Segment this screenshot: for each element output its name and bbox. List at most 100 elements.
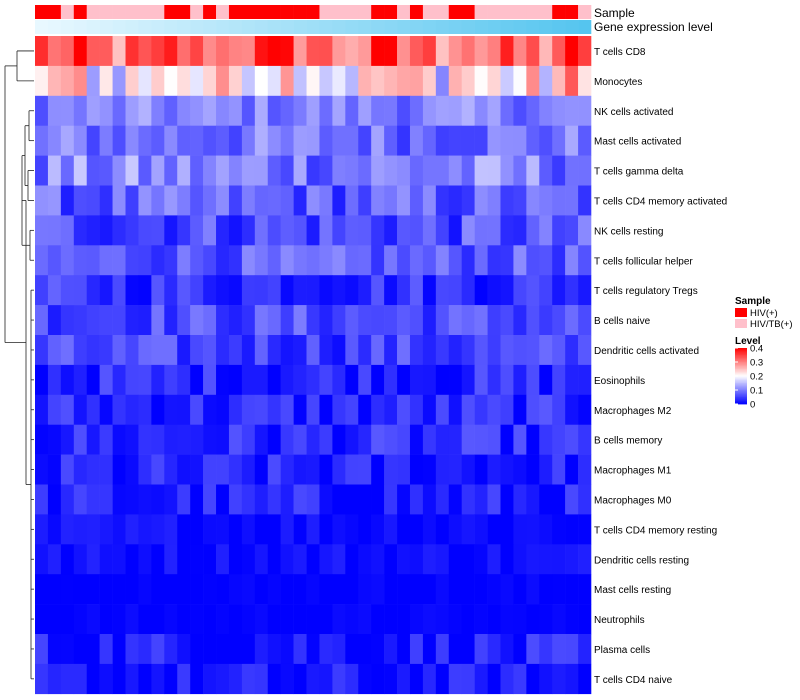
heatmap-cell — [138, 634, 152, 665]
heatmap-cell — [578, 484, 592, 515]
heatmap-cell — [526, 634, 540, 665]
heatmap-cell — [267, 185, 281, 216]
heatmap-cell — [241, 394, 256, 425]
heatmap-cell — [487, 185, 501, 216]
row-label: Macrophages M0 — [594, 495, 672, 506]
heatmap-cell — [254, 484, 269, 515]
heatmap-cell — [254, 634, 269, 665]
heatmap-cell — [112, 364, 126, 396]
heatmap-cell — [513, 335, 527, 366]
heatmap-cell — [552, 335, 566, 366]
colorbar-step — [735, 370, 747, 373]
heatmap-cell — [293, 275, 307, 306]
heatmap-cell — [422, 36, 437, 67]
heatmap-cell — [73, 185, 88, 216]
heatmap-cell — [203, 424, 217, 455]
heatmap-cell — [306, 36, 320, 67]
heatmap-cell — [461, 275, 475, 306]
heatmap-cell — [552, 604, 566, 635]
heatmap-cell — [487, 514, 501, 545]
heatmap-cell — [177, 245, 191, 276]
heatmap-cell — [112, 36, 126, 67]
colorbar-step — [735, 362, 747, 364]
heatmap-cell — [151, 514, 165, 545]
heatmap-cell — [293, 634, 307, 665]
heatmap-cell — [151, 364, 165, 396]
sample-cell — [99, 5, 113, 19]
heatmap-cell — [86, 424, 100, 455]
heatmap-cell — [164, 484, 178, 515]
heatmap-cell — [125, 544, 139, 575]
heatmap-cell — [513, 634, 527, 665]
heatmap-cell — [47, 364, 62, 396]
heatmap-cell — [164, 394, 178, 425]
expression-cell — [565, 20, 579, 34]
heatmap-cell — [332, 65, 346, 97]
heatmap-cell — [86, 663, 100, 695]
heatmap-cell — [526, 454, 540, 485]
heatmap-cell — [228, 125, 243, 156]
expression-cell — [422, 20, 437, 34]
heatmap-cell — [241, 65, 256, 97]
heatmap-cell — [319, 65, 333, 97]
heatmap-cell — [513, 574, 527, 605]
heatmap-cell — [526, 125, 540, 156]
heatmap-cell — [280, 484, 294, 515]
heatmap-cell — [487, 155, 501, 186]
heatmap-cell — [164, 364, 178, 396]
heatmap-cell — [371, 454, 385, 485]
heatmap-cell — [435, 275, 450, 306]
sample-cell — [73, 5, 88, 19]
heatmap-cell — [60, 634, 75, 665]
heatmap-cell — [539, 514, 553, 545]
colorbar-step — [735, 364, 747, 367]
heatmap-cell — [319, 634, 333, 665]
colorbar-step — [735, 355, 747, 357]
colorbar-step — [735, 397, 747, 399]
heatmap-cell — [177, 155, 191, 186]
colorbar-step — [735, 381, 747, 384]
heatmap-cell — [35, 484, 49, 515]
heatmap-cell — [203, 364, 217, 396]
sample-cell — [565, 5, 579, 19]
heatmap-cell — [99, 514, 113, 545]
heatmap-cell — [422, 275, 437, 306]
heatmap-cell — [397, 394, 411, 425]
heatmap-cell — [293, 394, 307, 425]
heatmap-cell — [526, 514, 540, 545]
heatmap-cell — [73, 95, 88, 126]
heatmap-cell — [461, 424, 475, 455]
colorbar-step — [735, 366, 747, 368]
heatmap-cell — [487, 454, 501, 485]
heatmap-cell — [216, 604, 230, 635]
sample-cell — [422, 5, 437, 19]
heatmap-cell — [216, 663, 230, 695]
heatmap-cell — [513, 275, 527, 306]
heatmap-cell — [60, 305, 75, 336]
expression-cell — [280, 20, 294, 34]
heatmap-cell — [254, 125, 269, 156]
heatmap-cell — [422, 95, 437, 126]
row-label: Macrophages M2 — [594, 406, 672, 417]
heatmap-cell — [241, 305, 256, 336]
heatmap-cell — [448, 305, 462, 336]
heatmap-cell — [47, 335, 62, 366]
heatmap-cell — [203, 95, 217, 126]
heatmap-cell — [371, 574, 385, 605]
row-label: Eosinophils — [594, 376, 645, 387]
heatmap-cell — [241, 185, 256, 216]
heatmap-cell — [86, 95, 100, 126]
heatmap-cell — [526, 245, 540, 276]
heatmap-cell — [319, 185, 333, 216]
heatmap-cell — [190, 95, 204, 126]
heatmap-cell — [280, 514, 294, 545]
heatmap-cell — [345, 663, 359, 695]
heatmap-cell — [138, 335, 152, 366]
heatmap-cell — [190, 335, 204, 366]
heatmap-cell — [228, 364, 243, 396]
heatmap-cell — [164, 335, 178, 366]
heatmap-cell — [565, 544, 579, 575]
heatmap-cell — [358, 544, 372, 575]
heatmap-cell — [306, 544, 320, 575]
